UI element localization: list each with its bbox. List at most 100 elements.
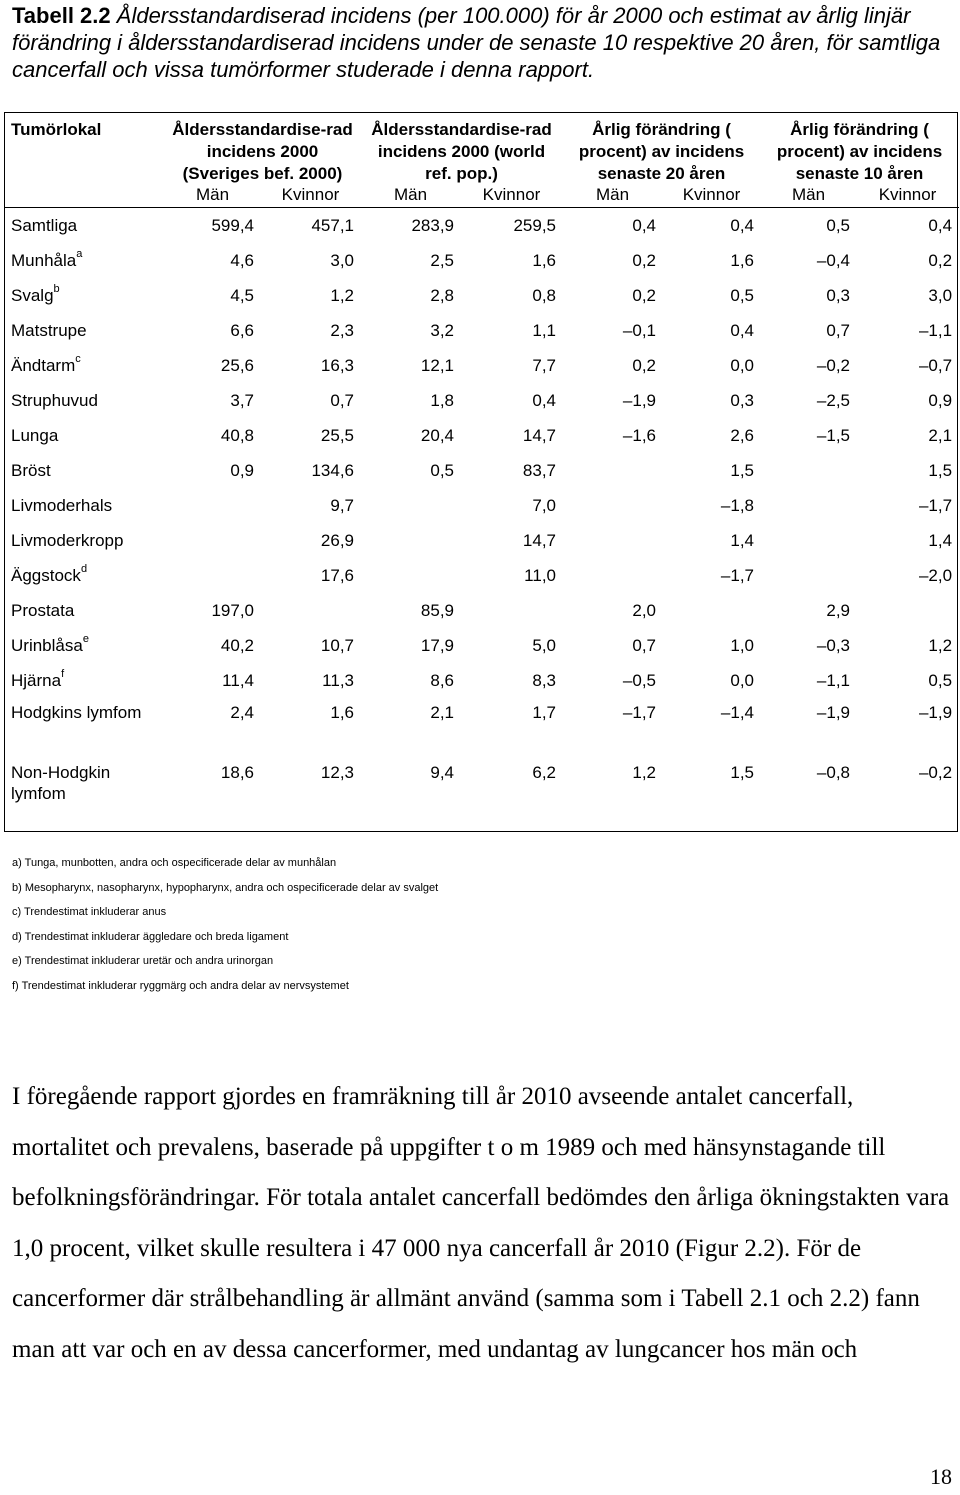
table-cell: 1,0 [730, 636, 755, 655]
subheader-kvinnor: Kvinnor [261, 185, 361, 208]
table-cell: 1,2 [632, 763, 656, 782]
table-cell: 3,2 [430, 321, 454, 340]
row-label: Bröst [5, 453, 165, 488]
table-cell: 2,4 [230, 703, 254, 722]
table-cell: 0,9 [230, 461, 254, 480]
table-cell: 1,5 [730, 461, 755, 480]
table-cell: 2,1 [928, 426, 953, 445]
table-row: Bröst 0,9 134,6 0,5 83,7 1,5 1,5 [5, 453, 959, 488]
table-cell: 2,1 [430, 703, 454, 722]
table-cell: –1,7 [720, 566, 755, 585]
footnote-marker: e [82, 633, 89, 645]
table-cell: –1,5 [816, 426, 851, 445]
table-cell: –0,2 [918, 763, 953, 782]
table-row: Äggstockd 17,6 11,0 –1,7 –2,0 [5, 558, 959, 593]
table-row: Hodgkins lymfom 2,4 1,6 2,1 1,7 –1,7 –1,4 –1,9 –… [5, 698, 959, 758]
table-cell: –1,9 [816, 703, 851, 722]
table-cell: 0,0 [730, 356, 755, 375]
table-cell: –0,8 [816, 763, 851, 782]
table-cell: 14,7 [522, 426, 556, 445]
table-cell: 2,9 [826, 601, 851, 620]
table-cell: –1,9 [918, 703, 953, 722]
table-body: Samtliga 599,4 457,1 283,9 259,5 0,4 0,4 0,5 0,4… [5, 208, 959, 819]
row-label: Lunga [5, 418, 165, 453]
table-cell [563, 453, 663, 488]
table-cell: –1,1 [816, 671, 851, 690]
table-cell: 14,7 [522, 531, 556, 550]
table-cell [361, 488, 461, 523]
table-cell: 259,5 [513, 216, 556, 235]
footnote-marker: d [80, 563, 88, 575]
footnote-marker: a [76, 248, 83, 260]
table-cell: 283,9 [411, 216, 454, 235]
footnote: c) Trendestimat inkluderar anus [12, 906, 167, 918]
row-label-text: Samtliga [11, 216, 78, 235]
subheader-man: Män [361, 185, 461, 208]
footnotes: a) Tunga, munbotten, andra och ospecific… [12, 856, 912, 1003]
table-cell: 40,2 [220, 636, 254, 655]
header-incidence-world: Åldersstandardise-rad incidens 2000 (wor… [371, 120, 552, 183]
table-cell: 83,7 [522, 461, 556, 480]
subheader-man: Män [563, 185, 663, 208]
table-cell: 0,7 [826, 321, 851, 340]
table-cell [261, 593, 361, 628]
table-cell: 11,4 [222, 671, 254, 690]
row-label: Livmoderkropp [5, 523, 165, 558]
footnote-marker: b [53, 283, 60, 295]
table-cell: 6,2 [532, 763, 556, 782]
row-label-text: Ändtarm [11, 356, 76, 375]
table-cell: 8,3 [532, 671, 556, 690]
row-label-text: Livmoderkropp [11, 531, 124, 550]
row-label: Äggstockd [5, 558, 165, 593]
subheader-kvinnor: Kvinnor [663, 185, 762, 208]
table-cell: 2,8 [430, 286, 454, 305]
table-cell: 7,0 [532, 496, 556, 515]
caption-label: Tabell 2.2 [12, 3, 111, 28]
table-cell: –0,1 [622, 321, 656, 340]
table-cell: 10,7 [320, 636, 354, 655]
header-incidence-swe: Åldersstandardise-rad incidens 2000 (Sve… [172, 120, 353, 183]
table-cell: 12,3 [320, 763, 354, 782]
row-label: Matstrupe [5, 313, 165, 348]
table-cell: 9,7 [330, 496, 354, 515]
header-change-20y: Årlig förändring ( procent) av incidens … [578, 120, 745, 183]
table-cell: 1,2 [330, 286, 354, 305]
table-cell: 0,4 [632, 216, 656, 235]
footnote: e) Trendestimat inkluderar uretär och an… [12, 955, 274, 967]
footnote-marker: c [75, 353, 81, 365]
table-cell: 17,9 [420, 636, 454, 655]
row-label: Urinblåsae [5, 628, 165, 663]
incidence-table-frame: Tumörlokal Åldersstandardise-rad inciden… [4, 112, 960, 832]
table-cell: 1,4 [730, 531, 755, 550]
row-label: Hodgkins lymfom [5, 698, 165, 758]
table-cell: 25,6 [220, 356, 254, 375]
row-label-text: Urinblåsa [11, 636, 83, 655]
table-cell [761, 453, 857, 488]
table-cell: –2,0 [918, 566, 953, 585]
table-cell: 0,2 [928, 251, 953, 270]
table-cell: 1,2 [928, 636, 953, 655]
table-cell: 25,5 [320, 426, 354, 445]
row-label: Svalgb [5, 278, 165, 313]
row-label-text: Lunga [11, 426, 59, 445]
footnote: a) Tunga, munbotten, andra och ospecific… [12, 857, 337, 869]
table-cell: 1,7 [532, 703, 556, 722]
table-cell [761, 523, 857, 558]
header-tumorlokal: Tumörlokal [11, 120, 102, 139]
table-cell: 0,7 [330, 391, 354, 410]
table-cell [563, 523, 663, 558]
table-row: Matstrupe 6,6 2,3 3,2 1,1 –0,1 0,4 0,7 –1,1 [5, 313, 959, 348]
table-cell: –1,7 [622, 703, 656, 722]
table-cell [663, 593, 761, 628]
row-label-text: Svalg [11, 286, 54, 305]
table-cell: 0,2 [632, 356, 656, 375]
table-cell: –2,5 [816, 391, 851, 410]
table-row: Urinblåsae 40,2 10,7 17,9 5,0 0,7 1,0 –0,3 1,2 [5, 628, 959, 663]
table-cell: 1,4 [928, 531, 953, 550]
header-row: Tumörlokal Åldersstandardise-rad inciden… [5, 113, 959, 185]
footnote-marker: f [61, 668, 65, 680]
table-row: Struphuvud 3,7 0,7 1,8 0,4 –1,9 0,3 –2,5 0,9 [5, 383, 959, 418]
table-cell: 0,5 [430, 461, 454, 480]
table-cell: 599,4 [211, 216, 254, 235]
table-cell: 7,7 [532, 356, 556, 375]
